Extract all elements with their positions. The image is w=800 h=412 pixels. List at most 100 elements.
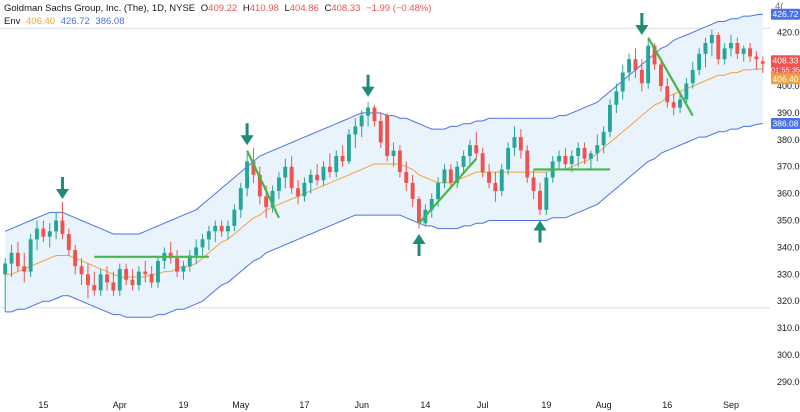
candle-body (709, 35, 714, 44)
candle-body (531, 177, 536, 191)
candle-body (506, 147, 511, 170)
candle-body (296, 188, 300, 197)
x-tick-label: 19 (178, 400, 188, 410)
candle-body (372, 107, 377, 121)
chart-header: Goldman Sachs Group, Inc. (The), 1D, NYS… (4, 3, 435, 14)
x-tick-label: 17 (299, 400, 309, 410)
candle-body (429, 199, 434, 210)
x-tick-label: Apr (113, 400, 127, 410)
candle-body (448, 169, 453, 183)
candle-body (238, 188, 243, 210)
candle-body (595, 145, 600, 154)
candle-body (563, 156, 568, 165)
candle-body (327, 166, 332, 173)
candle-body (194, 247, 199, 256)
y-tick-label: 290.00 (777, 377, 800, 387)
ohlc-close: C408.33 (324, 3, 361, 14)
y-tick-label: 310.00 (777, 323, 800, 333)
svg-text:01:55:35: 01:55:35 (771, 66, 800, 75)
candle-body (35, 228, 39, 240)
arrow-up-3 (412, 233, 426, 256)
candle-body (487, 172, 491, 183)
candle-body (98, 274, 103, 291)
candle-body (646, 45, 651, 84)
candle-body (722, 48, 727, 60)
candle-body (378, 121, 383, 143)
indicator-legend[interactable]: Env 406.40 426.72 386.08 (4, 16, 127, 27)
indicator-upper-value: 426.72 (60, 16, 90, 27)
candle-body (576, 147, 581, 156)
candle-body (321, 166, 326, 181)
arrow-down-2 (361, 74, 375, 97)
candle-body (187, 255, 192, 267)
candle-body (665, 86, 670, 103)
candle-body (461, 156, 466, 167)
candle-body (499, 169, 504, 191)
candle-body (391, 150, 396, 156)
candle-body (245, 161, 249, 189)
symbol-title: Goldman Sachs Group, Inc. (The), 1D, NYS… (4, 3, 196, 14)
x-tick-label: 19 (541, 400, 551, 410)
candle-body (525, 150, 530, 178)
candle-body (124, 268, 129, 280)
candle-body (226, 225, 230, 232)
y-tick-label: 340.00 (777, 242, 800, 252)
candle-body (308, 174, 313, 183)
candle-body (117, 268, 122, 291)
pattern-line-2 (418, 157, 478, 224)
candle-body (149, 274, 154, 283)
x-tick-label: 16 (662, 400, 672, 410)
candle-body (353, 126, 358, 135)
arrow-down-1 (240, 123, 254, 146)
candle-body (716, 35, 721, 60)
candle-body (206, 231, 211, 240)
candle-body (181, 266, 186, 272)
candle-body (601, 131, 606, 146)
candle-body (512, 137, 517, 148)
candle-body (54, 220, 58, 232)
price-tag-last: 408.33 (771, 55, 800, 67)
candle-body (493, 182, 498, 191)
candle-body (671, 102, 676, 108)
candle-body (468, 145, 472, 156)
candle-body (729, 43, 733, 49)
ohlc-open: O409.22 (200, 3, 238, 14)
indicator-name: Env (4, 16, 21, 27)
candle-body (270, 190, 275, 207)
x-tick-label: 14 (420, 400, 430, 410)
y-tick-label: 420.00 (777, 27, 800, 37)
candle-body (28, 239, 33, 272)
candle-body (277, 177, 281, 191)
price-tag-lower: 386.08 (771, 118, 800, 129)
pattern-line-1 (246, 150, 280, 219)
indicator-mid-value: 406.40 (26, 16, 56, 27)
svg-text:386.08: 386.08 (773, 119, 799, 129)
candle-body (213, 225, 218, 232)
y-tick-label: 360.00 (777, 189, 800, 199)
candle-body (315, 174, 320, 181)
candle-body (569, 156, 574, 165)
candle-body (652, 45, 657, 65)
price-tag-upper: 426.72 (771, 8, 800, 20)
candle-body (518, 137, 523, 151)
candle-body (627, 59, 631, 73)
x-tick-label: Aug (596, 400, 612, 410)
candle-body (283, 166, 288, 178)
candle-body (678, 99, 682, 108)
svg-text:426.72: 426.72 (773, 9, 799, 19)
y-tick-label: 400.00 (777, 81, 800, 91)
ohlc-high: H410.98 (242, 3, 279, 14)
candle-body (9, 252, 14, 264)
candle-body (156, 260, 160, 283)
y-tick-label: 380.00 (777, 135, 800, 145)
candle-body (302, 182, 307, 197)
candle-body (538, 190, 542, 210)
candle-body (614, 91, 619, 105)
pattern-line-4 (647, 37, 694, 117)
candle-body (200, 239, 205, 248)
candle-body (557, 156, 561, 162)
candle-body (582, 147, 587, 159)
x-tick-label: May (232, 400, 250, 410)
candle-body (417, 199, 421, 224)
